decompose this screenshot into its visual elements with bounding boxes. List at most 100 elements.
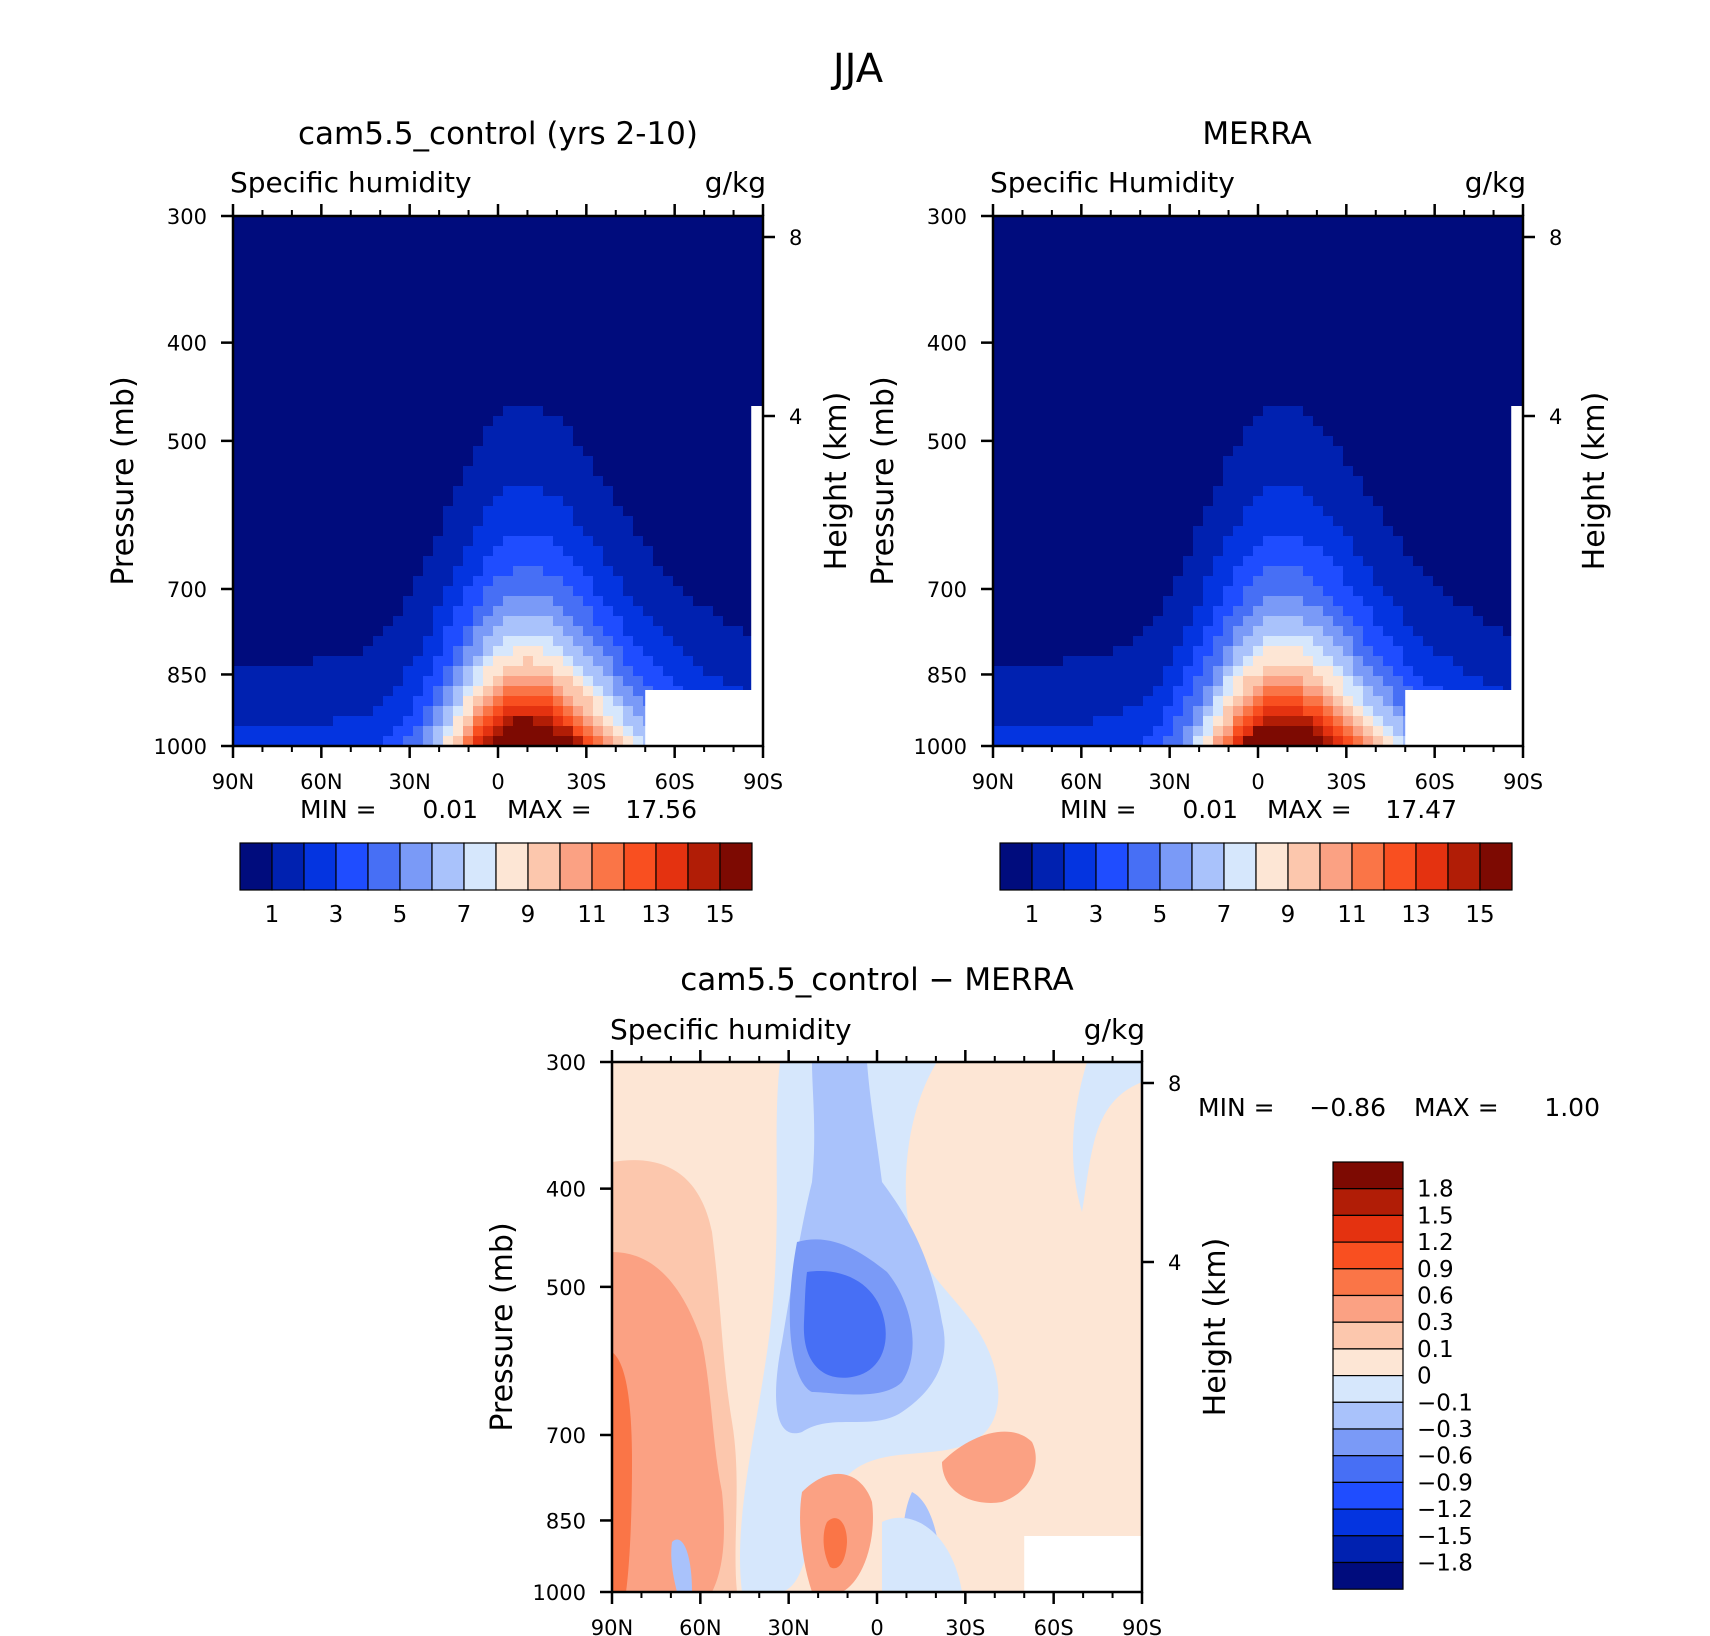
contour-cell [273,266,284,277]
contour-cell [1353,246,1364,257]
contour-cell [743,306,754,317]
contour-cell [353,516,364,527]
contour-cell [1243,256,1254,267]
contour-cell [233,646,244,657]
contour-cell [353,546,364,557]
contour-cell [373,406,384,417]
contour-cell [483,586,494,597]
contour-cell [483,256,494,267]
contour-cell [733,566,744,577]
contour-cell [1413,416,1424,427]
contour-cell [663,316,674,327]
contour-cell [283,706,294,717]
contour-cell [1413,256,1424,267]
contour-cell [1003,476,1014,487]
contour-cell [403,736,414,746]
contour-cell [573,326,584,337]
contour-cell [533,296,544,307]
contour-cell [443,496,454,507]
contour-cell [363,616,374,627]
contour-cell [483,686,494,697]
contour-cell [1463,556,1474,567]
contour-cell [713,416,724,427]
contour-cell [1483,216,1494,227]
contour-cell [1393,456,1404,467]
contour-cell [443,456,454,467]
contour-cell [1473,466,1484,477]
contour-cell [1373,216,1384,227]
contour-cell [1103,546,1114,557]
contour-cell [263,526,274,537]
contour-cell [1393,386,1404,397]
contour-cell [563,266,574,277]
contour-cell [353,356,364,367]
contour-cell [1453,396,1464,407]
contour-cell [1123,216,1134,227]
contour-cell [463,536,474,547]
contour-cell [473,556,484,567]
contour-cell [723,446,734,457]
contour-cell [1183,246,1194,257]
contour-cell [1333,556,1344,567]
contour-cell [723,626,734,637]
contour-cell [513,496,524,507]
contour-cell [553,646,564,657]
contour-cell [623,286,634,297]
contour-cell [383,666,394,677]
contour-cell [503,376,514,387]
contour-cell [373,216,384,227]
contour-cell [1013,266,1024,277]
contour-cell [593,676,604,687]
contour-cell [573,336,584,347]
contour-cell [753,216,763,227]
contour-cell [1203,506,1214,517]
contour-cell [1153,316,1164,327]
contour-cell [303,516,314,527]
contour-cell [1443,406,1454,417]
contour-cell [383,636,394,647]
contour-cell [1103,416,1114,427]
contour-cell [1283,436,1294,447]
contour-cell [333,566,344,577]
contour-cell [1313,266,1324,277]
contour-cell [673,586,684,597]
contour-cell [1143,396,1154,407]
contour-cell [1093,336,1104,347]
contour-cell [333,696,344,707]
contour-cell [293,726,304,737]
contour-cell [743,556,754,567]
contour-cell [503,496,514,507]
contour-cell [1283,326,1294,337]
contour-cell [1313,366,1324,377]
contour-cell [453,346,464,357]
contour-cell [473,636,484,647]
contour-cell [713,526,724,537]
contour-cell [1233,376,1244,387]
contour-cell [233,716,244,727]
contour-cell [313,306,324,317]
contour-cell [653,226,664,237]
contour-cell [1153,556,1164,567]
contour-cell [303,216,314,227]
contour-cell [563,246,574,257]
contour-cell [1023,546,1034,557]
contour-cell [723,226,734,237]
contour-cell [413,546,424,557]
contour-cell [1103,576,1114,587]
contour-cell [613,566,624,577]
contour-cell [243,606,254,617]
contour-cell [293,266,304,277]
contour-cell [333,416,344,427]
contour-cell [1263,556,1274,567]
contour-cell [703,306,714,317]
contour-cell [1293,396,1304,407]
contour-cell [323,476,334,487]
contour-cell [1203,346,1214,357]
contour-cell [533,536,544,547]
contour-cell [323,576,334,587]
contour-cell [233,446,244,457]
contour-cell [603,316,614,327]
contour-cell [503,666,514,677]
contour-cell [283,276,294,287]
contour-cell [293,686,304,697]
